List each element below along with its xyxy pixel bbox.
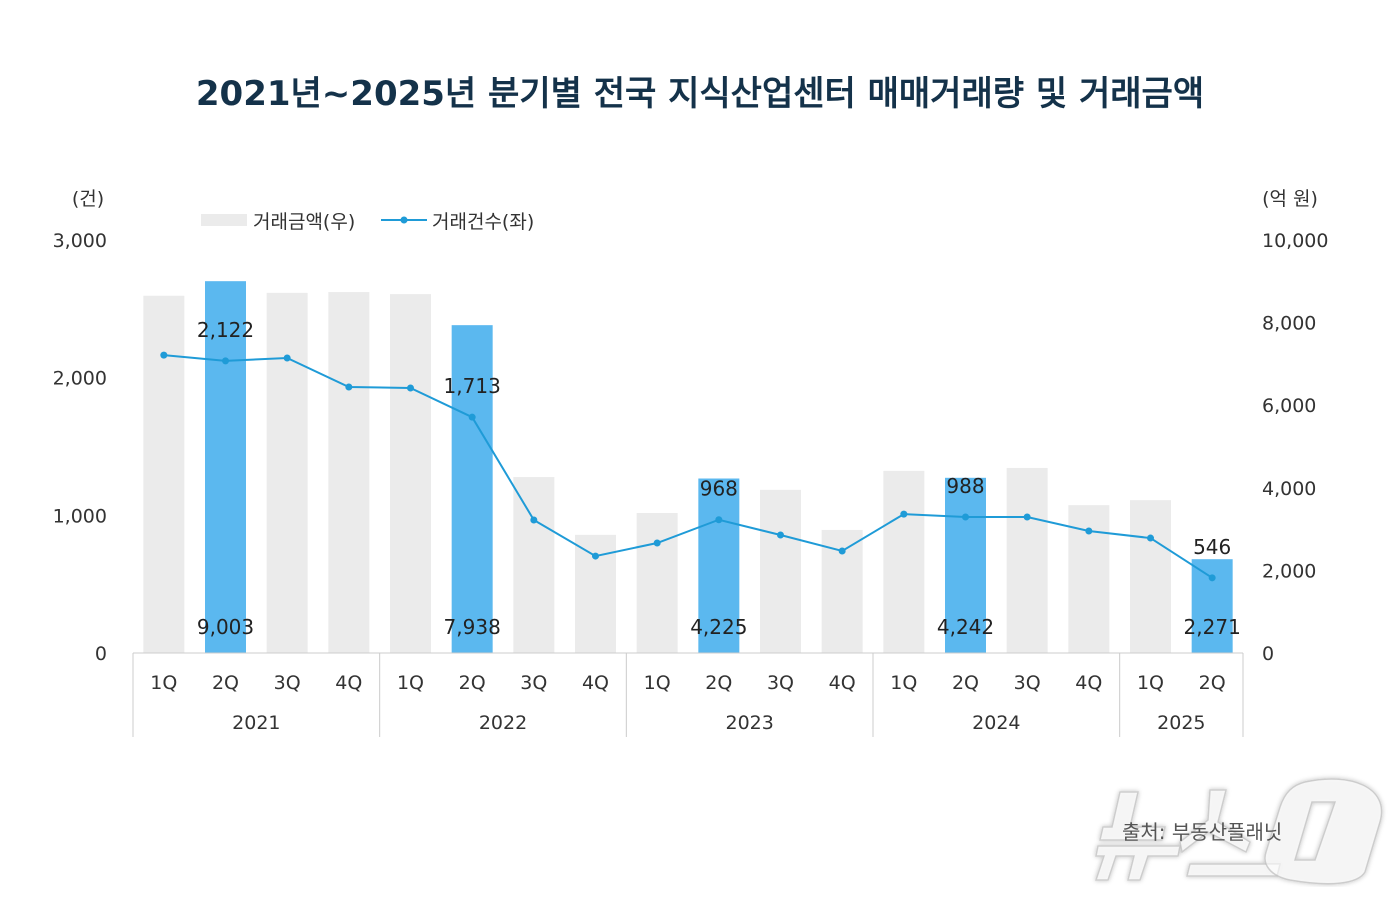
legend-label-line: 거래건수(좌) [432, 211, 534, 233]
legend-marker [400, 216, 408, 224]
year-label: 2025 [1157, 712, 1205, 734]
line-data-label: 968 [700, 477, 738, 501]
bar-10 [760, 489, 801, 653]
quarter-label: 2Q [1199, 672, 1226, 694]
source-note: 출처: 부동산플래닛 [1122, 820, 1283, 844]
year-label: 2023 [725, 712, 773, 734]
line-point-9 [715, 516, 723, 524]
bar-data-label: 4,242 [937, 615, 994, 639]
chart-title: 2021년~2025년 분기별 전국 지식산업센터 매매거래량 및 거래금액 [195, 74, 1205, 114]
bar-data-label: 7,938 [444, 615, 501, 639]
year-label: 2022 [479, 712, 527, 734]
line-point-8 [653, 539, 661, 547]
right-axis-tick: 6,000 [1262, 395, 1316, 417]
line-point-4 [407, 384, 414, 392]
quarter-label: 1Q [644, 672, 671, 694]
line-point-14 [1023, 513, 1031, 521]
line-data-label: 1,713 [444, 374, 501, 398]
quarter-label: 3Q [1014, 672, 1041, 694]
quarter-label: 4Q [335, 672, 362, 694]
bar-13 [945, 477, 986, 653]
bar-3 [328, 292, 370, 653]
bar-14 [1006, 467, 1048, 653]
quarter-label: 2Q [952, 672, 979, 694]
line-point-11 [838, 547, 846, 555]
legend-swatch-bar [201, 214, 247, 226]
quarter-label: 1Q [890, 672, 917, 694]
bar-data-label: 4,225 [690, 615, 747, 639]
bar-2 [266, 292, 308, 653]
bar-data-label: 9,003 [197, 615, 254, 639]
right-axis-tick: 0 [1262, 643, 1274, 665]
bar-5 [451, 325, 493, 653]
line-data-label: 2,122 [197, 318, 254, 342]
bar-0 [143, 295, 185, 653]
watermark-logo [1094, 778, 1383, 885]
left-axis-tick: 1,000 [53, 505, 107, 527]
bar-8 [636, 512, 678, 653]
line-data-label: 546 [1193, 535, 1231, 559]
bar-9 [698, 478, 740, 653]
line-point-12 [900, 510, 908, 518]
quarter-label: 1Q [150, 672, 177, 694]
right-axis-tick: 8,000 [1262, 313, 1316, 335]
legend-label-bar: 거래금액(우) [253, 211, 355, 233]
quarter-label: 2Q [705, 672, 732, 694]
line-point-6 [530, 516, 538, 524]
year-label: 2024 [972, 712, 1020, 734]
right-axis-tick: 4,000 [1262, 478, 1316, 500]
bar-6 [513, 477, 555, 653]
line-point-13 [962, 513, 969, 521]
quarter-label: 2Q [212, 672, 239, 694]
quarter-label: 3Q [520, 672, 547, 694]
right-axis-tick: 10,000 [1262, 230, 1328, 252]
left-axis-tick: 0 [95, 643, 107, 665]
bar-4 [390, 294, 431, 653]
quarter-label: 4Q [1075, 672, 1102, 694]
left-axis-unit: (건) [72, 188, 104, 210]
year-label: 2021 [232, 712, 280, 734]
left-axis-tick: 2,000 [53, 368, 107, 390]
line-point-3 [345, 383, 353, 391]
quarter-label: 3Q [274, 672, 301, 694]
line-point-2 [283, 354, 291, 362]
line-point-17 [1208, 574, 1216, 582]
quarter-label: 1Q [397, 672, 424, 694]
bar-12 [883, 470, 925, 653]
right-axis-unit: (억 원) [1262, 188, 1318, 210]
quarter-label: 3Q [767, 672, 794, 694]
bar-16 [1130, 500, 1171, 653]
line-point-5 [468, 413, 476, 421]
line-point-15 [1085, 527, 1093, 535]
line-point-0 [160, 351, 168, 359]
line-point-10 [777, 531, 784, 539]
quarter-label: 1Q [1137, 672, 1164, 694]
quarter-label: 4Q [582, 672, 609, 694]
right-axis-tick: 2,000 [1262, 560, 1316, 582]
bar-data-label: 2,271 [1184, 615, 1241, 639]
left-axis-tick: 3,000 [53, 230, 107, 252]
line-point-1 [222, 357, 229, 365]
quarter-label: 4Q [829, 672, 856, 694]
line-series [163, 354, 1213, 579]
quarter-label: 2Q [459, 672, 486, 694]
line-point-7 [592, 552, 599, 560]
bar-1 [205, 281, 246, 653]
line-data-label: 988 [946, 474, 984, 498]
line-point-16 [1147, 534, 1154, 542]
